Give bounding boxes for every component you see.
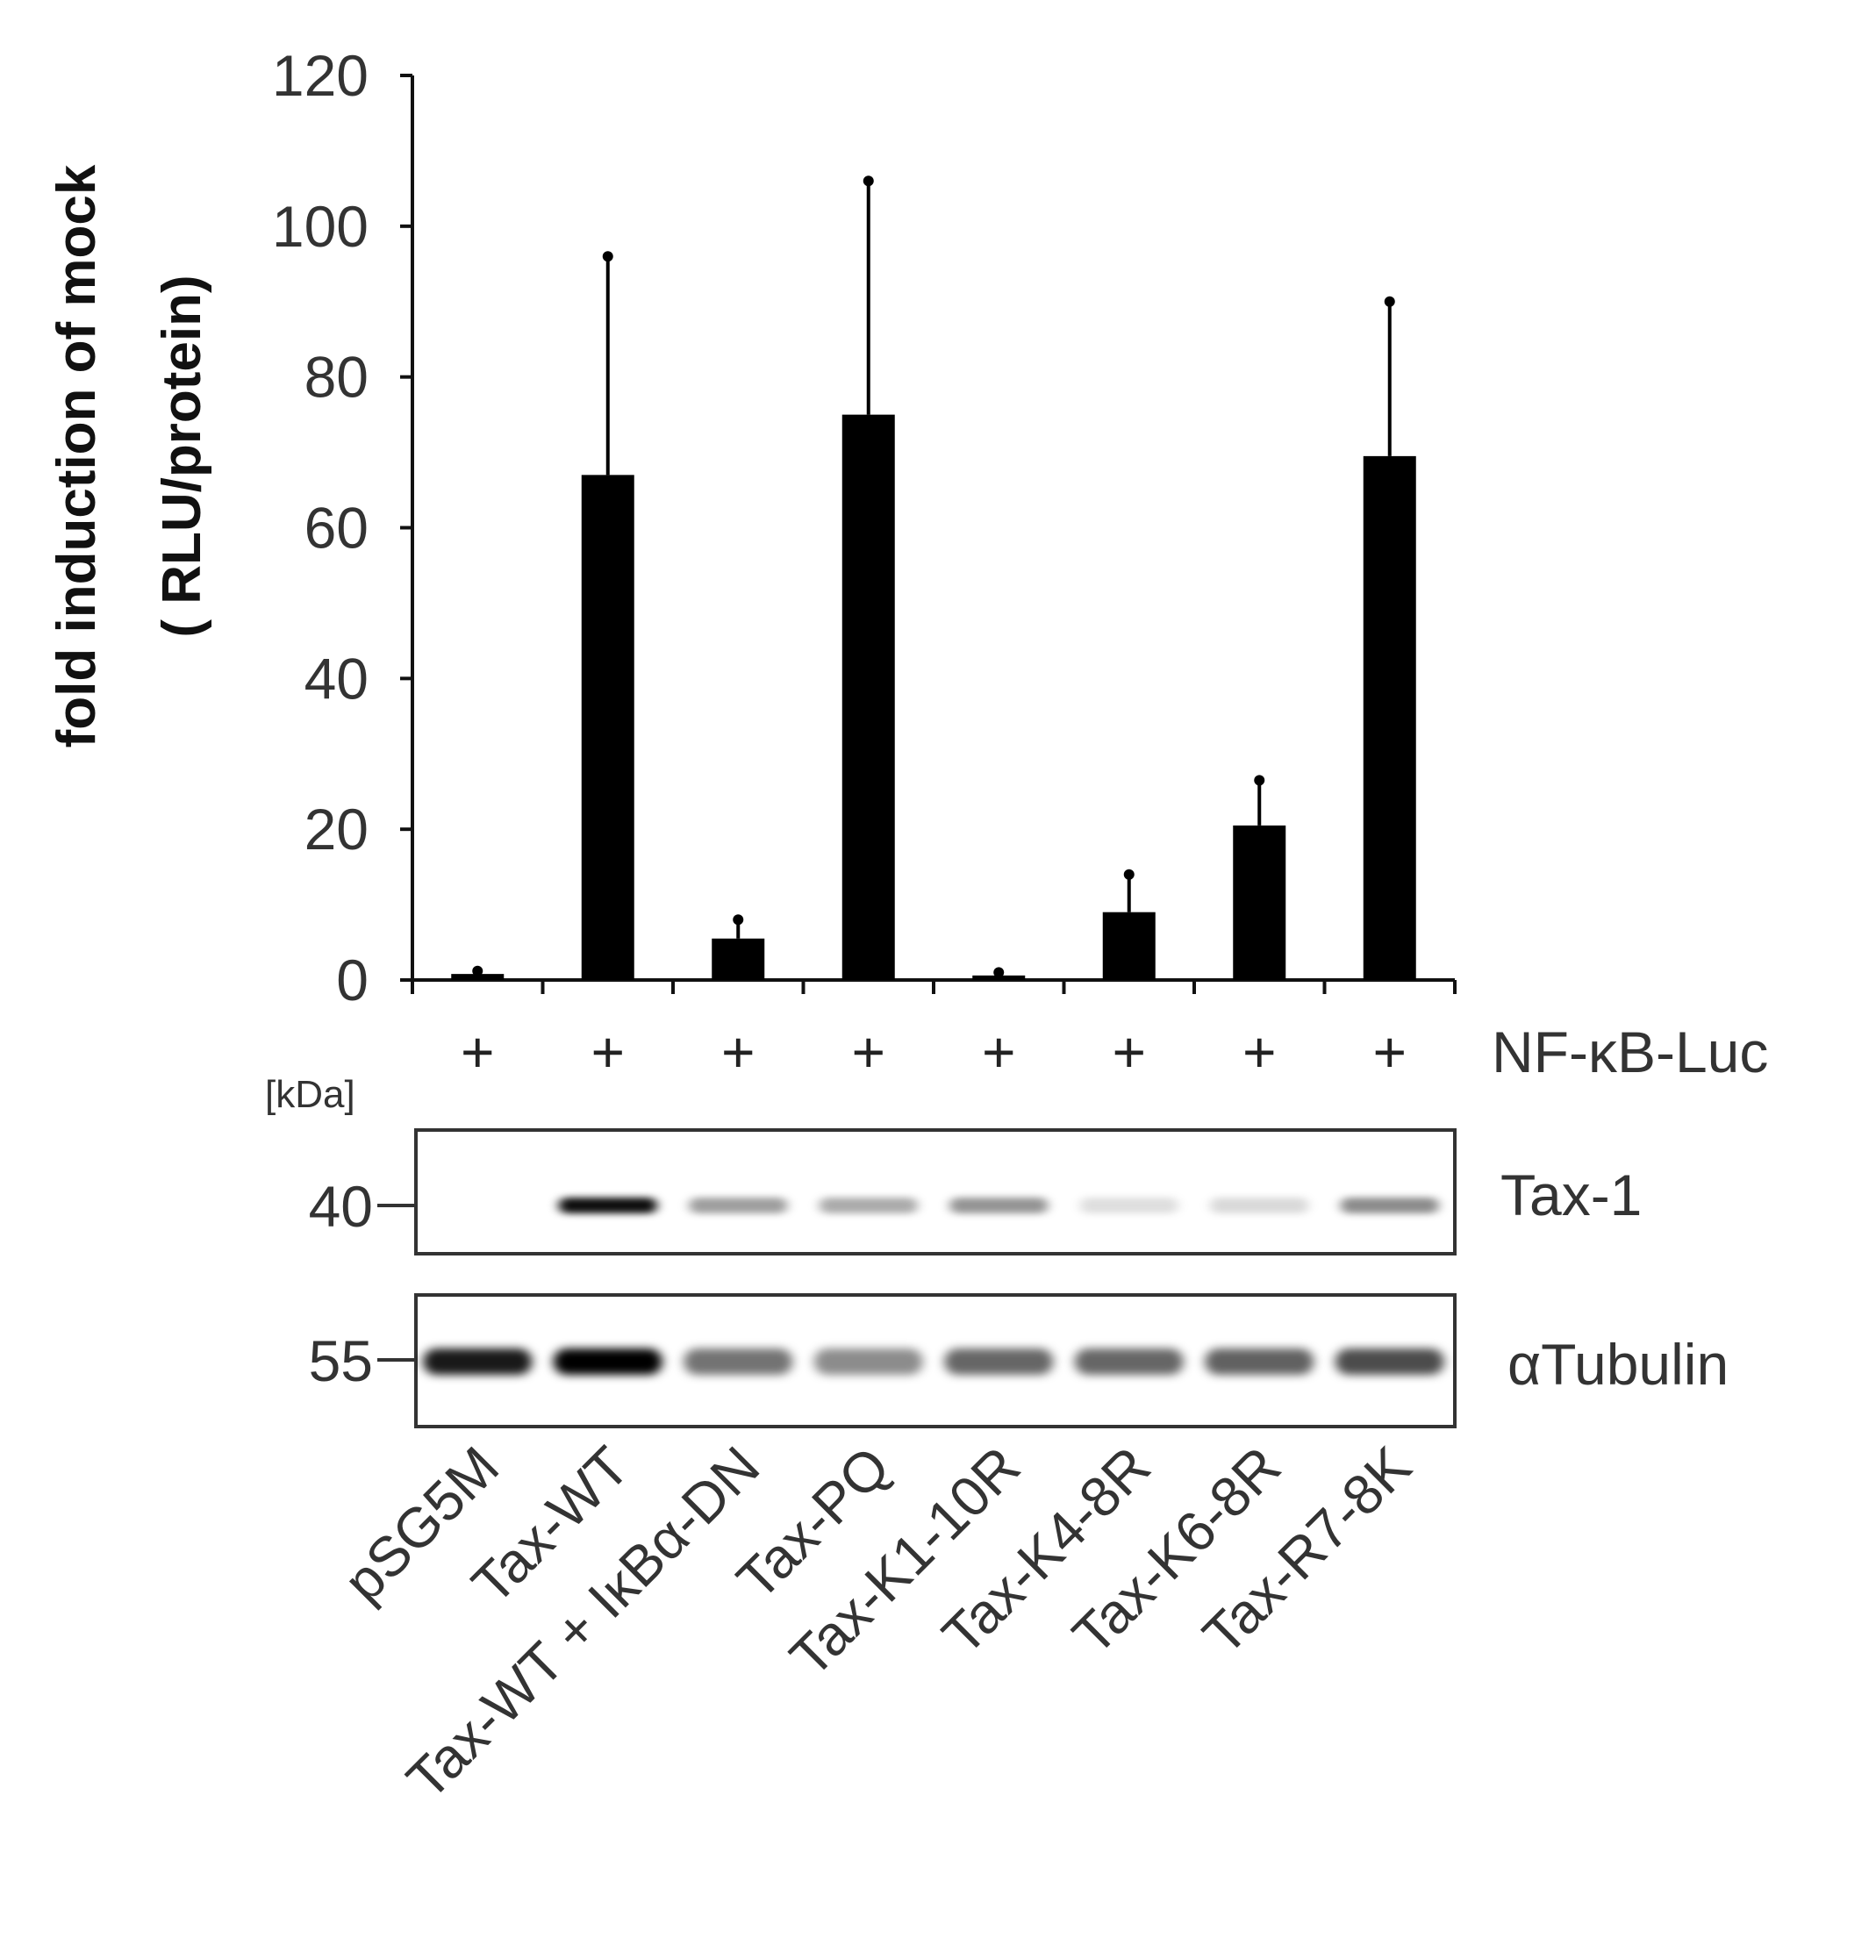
error-bar-cap: [472, 965, 483, 976]
error-bar-cap: [993, 967, 1005, 978]
tax-band: [1079, 1198, 1178, 1213]
tubulin-band: [944, 1348, 1054, 1375]
tubulin-blot-name: αTubulin: [1507, 1332, 1729, 1397]
tax-blot-name: Tax-1: [1500, 1162, 1642, 1227]
treatment-label: NF-κB-Luc: [1492, 1019, 1768, 1084]
error-bar-cap: [863, 175, 874, 187]
tubulin-blot-panel: 55 αTubulin: [309, 1293, 1729, 1428]
treatment-mark: +: [1112, 1019, 1146, 1084]
y-tick-label: 80: [304, 345, 369, 410]
tubulin-band: [553, 1348, 662, 1375]
y-tick-label: 120: [272, 43, 369, 108]
y-ticks: 0 20 40 60 80 100 120: [272, 43, 412, 1012]
bar: [1102, 912, 1156, 980]
tubulin-band: [813, 1348, 923, 1375]
bar: [712, 938, 765, 980]
y-tick-label: 40: [304, 646, 369, 711]
bar: [972, 975, 1026, 980]
y-tick-label: 100: [272, 194, 369, 259]
error-bar-cap: [1123, 869, 1135, 880]
tubulin-band: [1205, 1348, 1314, 1375]
treatment-mark: +: [461, 1019, 495, 1084]
y-axis-label-line1: fold induction of mock: [47, 164, 107, 748]
tax-marker-label: 40: [309, 1174, 373, 1239]
tax-band: [689, 1198, 788, 1213]
tax-band: [1340, 1198, 1439, 1213]
error-bars: [472, 175, 1395, 978]
tax-blot-panel: 40 Tax-1: [309, 1128, 1642, 1255]
tubulin-band: [1335, 1348, 1444, 1375]
plot-axes: [411, 75, 1455, 982]
bar: [841, 414, 895, 980]
tax-band: [1210, 1198, 1309, 1213]
treatment-mark: +: [851, 1019, 885, 1084]
tax-bands: [558, 1198, 1439, 1213]
bar: [1233, 825, 1286, 980]
error-bar-cap: [1384, 296, 1395, 307]
bar: [451, 974, 505, 980]
tubulin-band: [1074, 1348, 1184, 1375]
error-bar-cap: [1254, 775, 1265, 786]
tubulin-band: [423, 1348, 533, 1375]
tubulin-bands: [423, 1348, 1444, 1375]
treatment-mark: +: [1242, 1019, 1277, 1084]
tax-blot-frame: [414, 1128, 1457, 1255]
x-ticks: [411, 980, 1457, 994]
tubulin-marker-label: 55: [309, 1328, 373, 1393]
treatment-mark: +: [1372, 1019, 1407, 1084]
treatment-mark: +: [591, 1019, 625, 1084]
treatment-mark: +: [721, 1019, 755, 1084]
tax-band: [949, 1198, 1049, 1213]
y-axis-label-line2: ( RLU/protein): [152, 275, 212, 637]
y-tick-label: 0: [336, 948, 369, 1012]
treatment-mark: +: [982, 1019, 1016, 1084]
error-bar-cap: [602, 251, 613, 262]
error-bar-cap: [733, 914, 744, 926]
bar: [581, 475, 634, 980]
y-tick-label: 20: [304, 797, 369, 862]
bars: [451, 414, 1416, 980]
treatment-row: + + + + + + + +: [461, 1019, 1407, 1084]
kda-unit-label: [kDa]: [265, 1073, 355, 1116]
tax-band: [819, 1198, 918, 1213]
tax-band: [558, 1198, 657, 1213]
tubulin-band: [684, 1348, 793, 1375]
bar: [1363, 455, 1416, 980]
y-tick-label: 60: [304, 496, 369, 561]
